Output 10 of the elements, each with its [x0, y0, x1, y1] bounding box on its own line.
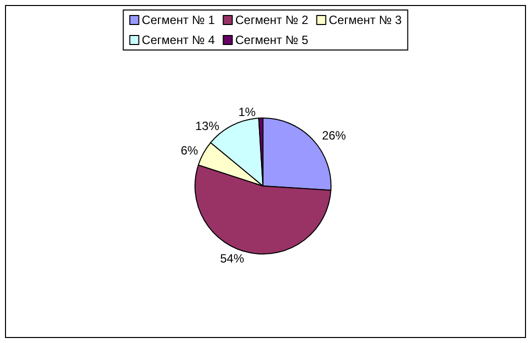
data-label: 13%	[195, 119, 220, 134]
legend-label: Сегмент № 3	[328, 13, 402, 27]
data-label: 26%	[322, 128, 346, 142]
legend-label: Сегмент № 1	[142, 13, 216, 27]
data-label: 1%	[238, 105, 256, 120]
legend-label: Сегмент № 2	[235, 13, 309, 27]
data-label: 6%	[180, 143, 198, 158]
legend-label: Сегмент № 5	[235, 33, 309, 47]
data-label: 54%	[220, 252, 244, 266]
legend-label: Сегмент № 4	[142, 33, 216, 47]
